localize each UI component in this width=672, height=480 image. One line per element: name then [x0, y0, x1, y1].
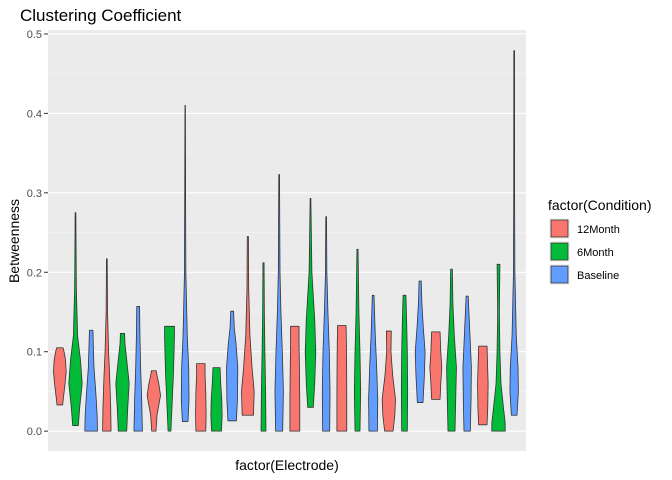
violin-baseline: [274, 174, 284, 432]
y-tick-label: 0.0: [27, 426, 42, 438]
violin-12month: [429, 331, 443, 400]
legend-title: factor(Condition): [548, 197, 652, 213]
violin-baseline: [509, 50, 519, 416]
legend: factor(Condition) 12Month 6Month Baseline: [548, 197, 652, 285]
violin-baseline: [226, 310, 239, 422]
violin-12month: [146, 370, 161, 432]
violin-12month: [289, 325, 301, 432]
legend-swatch: [550, 219, 569, 238]
violin-baseline: [462, 295, 472, 432]
violin-baseline: [180, 105, 190, 423]
violin-12month: [381, 330, 396, 432]
violin-6month: [210, 367, 223, 432]
violin-12month: [477, 345, 489, 426]
y-tick-label: 0.5: [27, 29, 42, 41]
chart-title: Clustering Coefficient: [20, 6, 182, 25]
y-tick-label: 0.2: [27, 267, 42, 279]
violin-12month: [336, 325, 348, 432]
legend-label: 6Month: [577, 247, 614, 259]
y-tick-label: 0.4: [27, 108, 42, 120]
x-axis-title: factor(Electrode): [235, 457, 338, 473]
violin-12month: [53, 347, 67, 406]
legend-label: Baseline: [577, 270, 619, 282]
violin-baseline: [84, 329, 98, 432]
violin-6month: [115, 333, 130, 432]
legend-label: 12Month: [577, 224, 620, 236]
violin-6month: [164, 325, 175, 432]
legend-swatch: [550, 242, 569, 261]
violin-6month: [400, 294, 409, 432]
violin-6month: [304, 198, 317, 408]
violin-6month: [446, 268, 457, 432]
violin-baseline: [133, 306, 143, 432]
violin-12month: [102, 258, 112, 432]
y-axis: 0.0 0.1 0.2 0.3 0.4 0.5: [27, 29, 48, 438]
violin-baseline: [414, 280, 426, 403]
y-tick-label: 0.3: [27, 188, 42, 200]
violin-6month: [260, 262, 267, 432]
major-gridlines: [48, 33, 526, 432]
violin-12month: [195, 363, 207, 432]
violin-layer: [53, 50, 519, 432]
y-axis-title: Betweenness: [6, 199, 22, 283]
y-tick-label: 0.1: [27, 347, 42, 359]
violin-12month: [241, 236, 255, 416]
violin-baseline: [368, 294, 379, 432]
violin-baseline: [321, 216, 331, 432]
legend-swatch: [550, 265, 569, 284]
violin-6month: [491, 263, 506, 432]
violin-6month: [68, 212, 83, 426]
violin-6month: [353, 248, 362, 432]
